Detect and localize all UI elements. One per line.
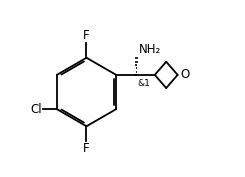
Text: O: O <box>180 68 189 81</box>
Text: F: F <box>83 142 90 155</box>
Text: NH₂: NH₂ <box>139 43 161 56</box>
Text: F: F <box>83 30 90 42</box>
Text: Cl: Cl <box>30 103 42 116</box>
Text: &1: &1 <box>137 79 150 88</box>
